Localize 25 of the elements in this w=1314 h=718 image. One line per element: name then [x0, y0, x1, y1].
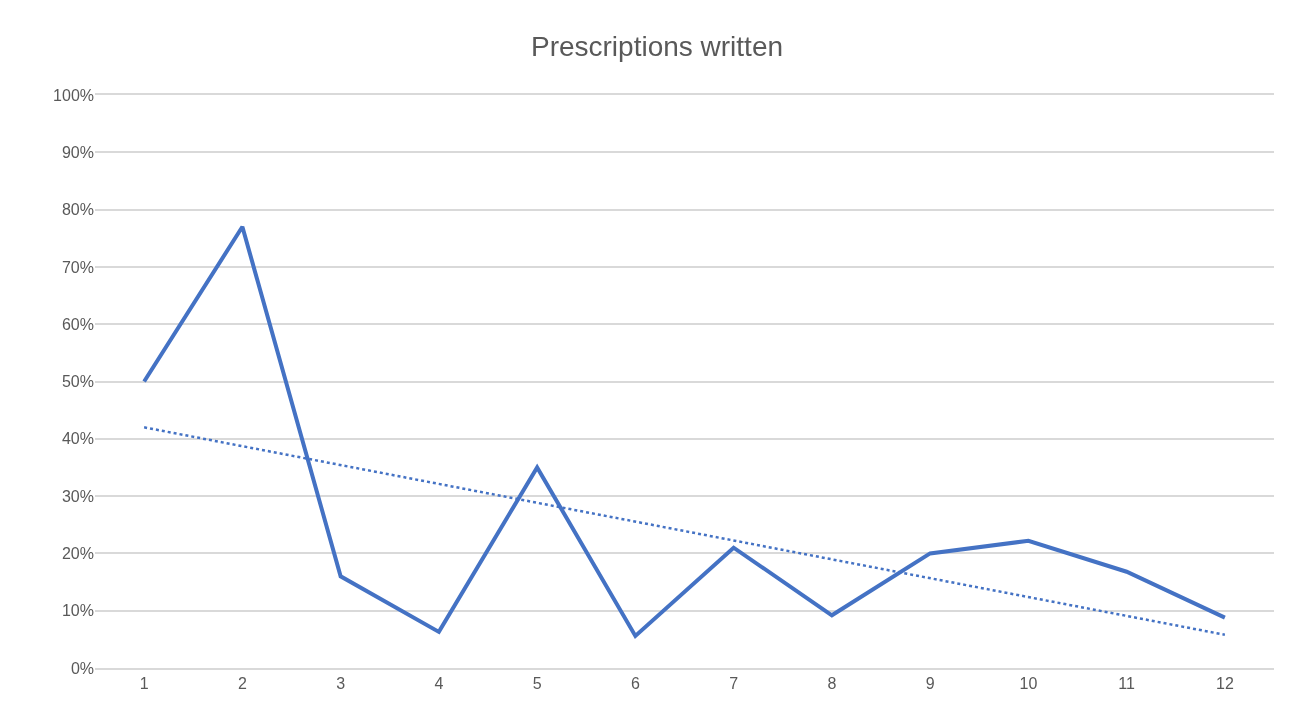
- x-tick-label: 3: [336, 674, 346, 692]
- x-tick-label: 11: [1118, 674, 1136, 692]
- y-tick-label: 10%: [61, 602, 94, 620]
- y-tick-label: 0%: [70, 659, 94, 677]
- y-tick-label: 80%: [61, 201, 94, 219]
- x-tick-label: 4: [434, 674, 444, 692]
- x-tick-label: 12: [1215, 674, 1234, 692]
- chart-title: Prescriptions written: [530, 30, 784, 62]
- line-series: [142, 224, 1227, 638]
- x-tick-label: 2: [237, 674, 247, 692]
- x-tick-label: 10: [1019, 674, 1038, 692]
- y-tick-label: 90%: [61, 143, 94, 161]
- y-tick-label: 50%: [61, 373, 94, 391]
- y-tick-label: 30%: [61, 487, 94, 505]
- x-tick-label: 5: [532, 674, 542, 692]
- y-tick-label: 100%: [53, 86, 94, 104]
- x-tick-label: 6: [630, 674, 640, 692]
- y-tick-label: 40%: [61, 430, 94, 448]
- x-tick-label: 9: [925, 674, 935, 692]
- x-tick-label: 1: [139, 674, 149, 692]
- y-tick-label: 20%: [61, 545, 94, 562]
- y-tick-label: 70%: [61, 258, 94, 276]
- y-tick-label: 60%: [61, 315, 94, 333]
- x-tick-label: 7: [729, 674, 739, 692]
- x-tick-label: 8: [827, 674, 837, 692]
